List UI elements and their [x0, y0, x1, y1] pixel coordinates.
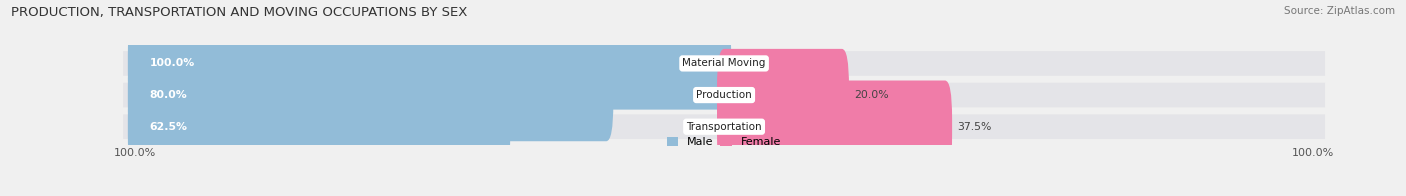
Text: 62.5%: 62.5% [149, 122, 187, 132]
FancyBboxPatch shape [128, 17, 731, 110]
FancyBboxPatch shape [124, 83, 1324, 107]
FancyBboxPatch shape [128, 81, 510, 173]
Text: 0.0%: 0.0% [735, 58, 763, 68]
Text: 100.0%: 100.0% [149, 58, 195, 68]
Text: 20.0%: 20.0% [853, 90, 889, 100]
FancyBboxPatch shape [124, 114, 1324, 139]
Text: PRODUCTION, TRANSPORTATION AND MOVING OCCUPATIONS BY SEX: PRODUCTION, TRANSPORTATION AND MOVING OC… [11, 6, 468, 19]
FancyBboxPatch shape [128, 49, 613, 141]
Text: 80.0%: 80.0% [149, 90, 187, 100]
Legend: Male, Female: Male, Female [668, 137, 780, 147]
Text: Production: Production [696, 90, 752, 100]
FancyBboxPatch shape [717, 49, 849, 141]
Text: Source: ZipAtlas.com: Source: ZipAtlas.com [1284, 6, 1395, 16]
Text: Material Moving: Material Moving [682, 58, 766, 68]
FancyBboxPatch shape [717, 81, 952, 173]
FancyBboxPatch shape [124, 51, 1324, 76]
Text: Transportation: Transportation [686, 122, 762, 132]
Text: 37.5%: 37.5% [957, 122, 991, 132]
